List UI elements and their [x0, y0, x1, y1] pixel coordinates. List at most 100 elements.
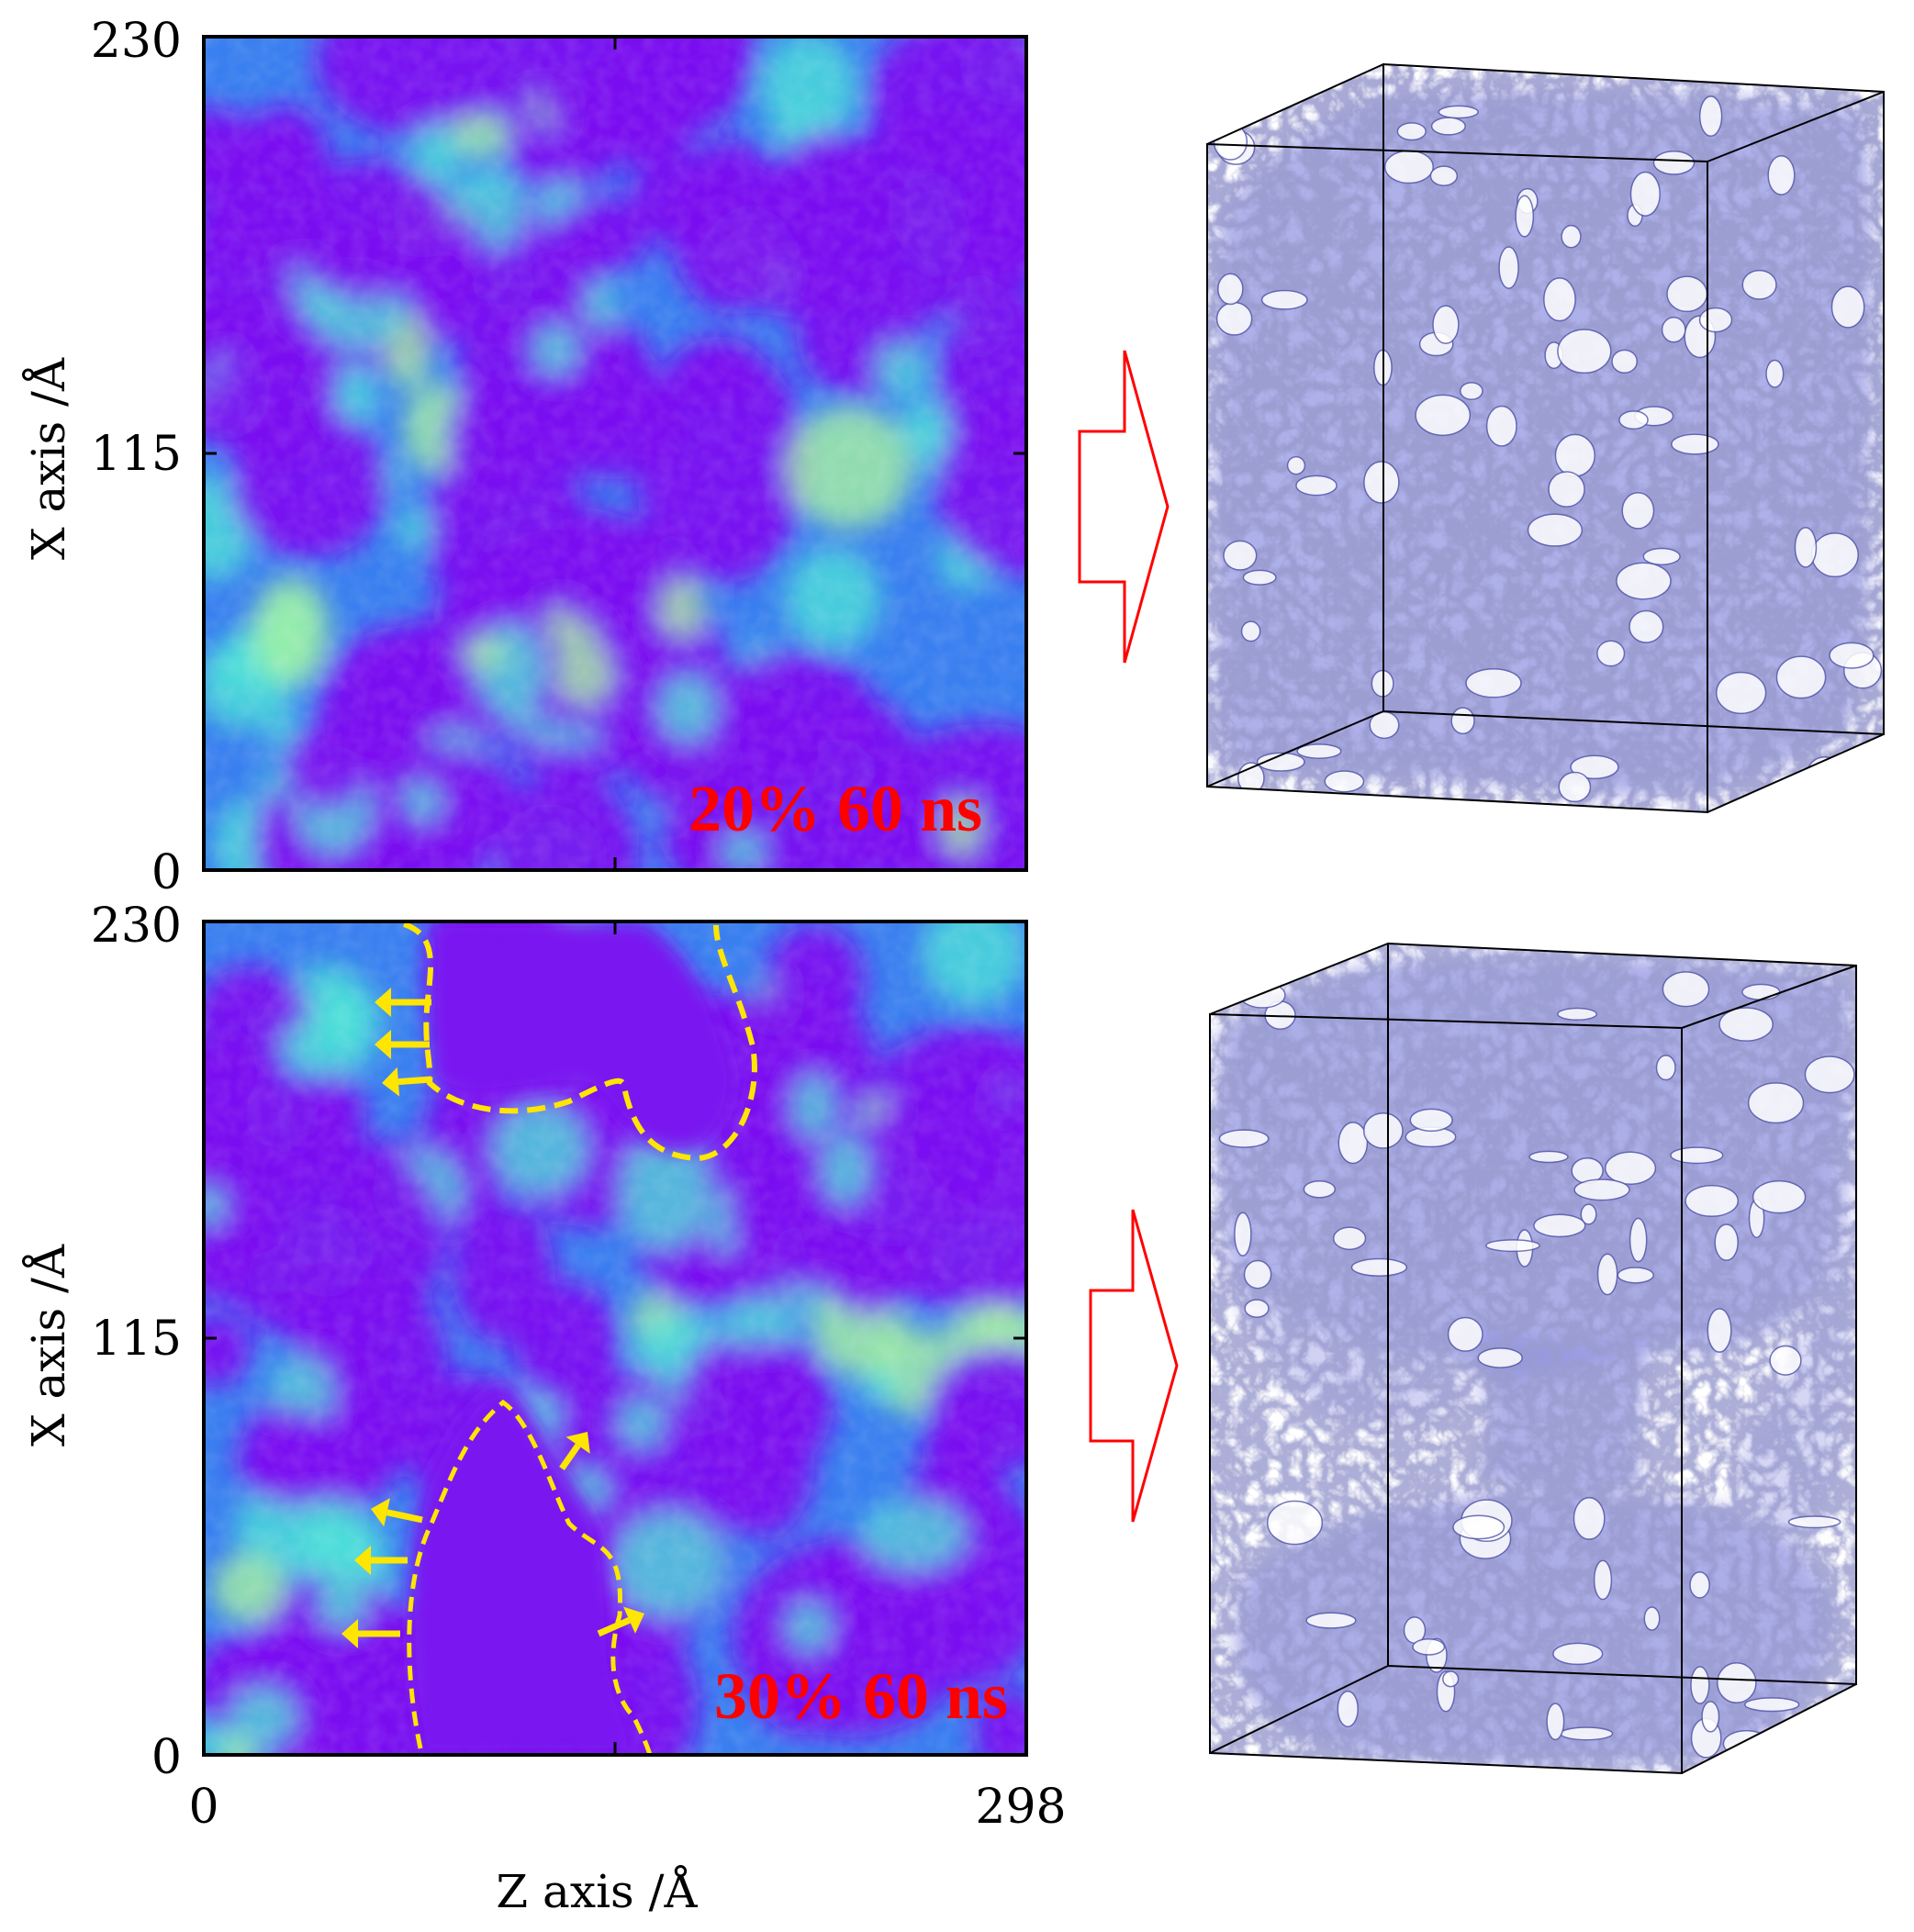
heatmap-1-ylabel: X axis /Å: [21, 357, 75, 560]
isosurface-2-hole: [1218, 1129, 1270, 1148]
isosurface-1-hole: [1616, 562, 1672, 600]
isosurface-1-hole: [1260, 289, 1308, 310]
isosurface-1-hole: [1286, 455, 1306, 475]
expansion-arrow-head: [565, 1432, 590, 1454]
expansion-arrow-shaft: [597, 1617, 631, 1637]
heatmap-1-ytick-230: 230: [91, 14, 182, 69]
heatmap-2-ylabel: X axis /Å: [21, 1244, 75, 1446]
isosurface-1-hole: [1543, 277, 1576, 322]
isosurface-1-hole: [1618, 410, 1649, 430]
expansion-arrow-head: [354, 1546, 371, 1575]
heatmap-1-ytick-115: 115: [91, 427, 182, 482]
isosurface-2-hole: [1243, 1259, 1272, 1290]
isosurface-2-hole: [1662, 971, 1710, 1008]
isosurface-1-hole: [1652, 151, 1696, 175]
expansion-arrow-shaft: [559, 1443, 581, 1471]
isosurface-1-hole: [1515, 195, 1535, 238]
isosurface-2-hole: [1447, 1316, 1483, 1352]
isosurface-1-hole: [1432, 305, 1460, 345]
isosurface-2-hole: [1604, 1151, 1657, 1186]
isosurface-1-hole: [1485, 405, 1517, 447]
bounding-box-2: [1209, 942, 1857, 1775]
isosurface-2-hole: [1412, 1637, 1446, 1656]
isosurface-2-hole: [1546, 1703, 1565, 1741]
heatmap-1-annotation: 20% 60 ns: [688, 772, 982, 845]
isosurface-2-hole: [1716, 1661, 1757, 1704]
isosurface-2-hole: [1596, 1253, 1618, 1296]
isosurface-1-hole: [1429, 165, 1459, 186]
expansion-arrow-head: [623, 1606, 644, 1634]
isosurface-2-hole: [1303, 1179, 1337, 1199]
isosurface-1-hole: [1621, 492, 1655, 530]
isosurface-1-hole: [1561, 224, 1582, 249]
arrow-right-bottom: [1089, 1209, 1179, 1523]
isosurface-1-hole: [1240, 620, 1261, 642]
heatmap-panel-30pct: 30% 60 ns 230 115 0 0 298 X axis /Å Z ax…: [21, 899, 1067, 1918]
heatmap-2-annotation: 30% 60 ns: [714, 1659, 1008, 1733]
isosurface-1-hole: [1629, 171, 1662, 217]
isosurface-2-hole: [1528, 1150, 1569, 1164]
arrow-right-top: [1078, 350, 1170, 664]
isosurface-2-hole: [1769, 1345, 1802, 1376]
isosurface-2-hole: [1747, 1082, 1805, 1124]
isosurface-2-hole: [1580, 1203, 1597, 1225]
isosurface-2-hole: [1689, 1570, 1710, 1599]
isosurface-1-hole: [1806, 755, 1844, 793]
isosurface-2-hole: [1752, 1179, 1807, 1214]
isosurface-1-hole: [1396, 122, 1427, 141]
isosurface-2-hole: [1452, 1514, 1505, 1540]
isosurface-2-hole: [1305, 1612, 1357, 1629]
isosurface-2-hole: [1533, 1213, 1586, 1238]
isosurface-1-hole: [1794, 527, 1818, 568]
heatmap-2-ytick-0: 0: [151, 1730, 182, 1785]
expansion-arrows: [341, 988, 644, 1648]
bounding-box-1: [1206, 62, 1885, 814]
isosurface-2-hole: [1714, 1223, 1740, 1262]
isosurface-1-hole: [1215, 301, 1253, 336]
isosurface-2-hole: [1655, 1055, 1676, 1081]
isosurface-1-hole: [1548, 471, 1585, 508]
isosurface-1-hole: [1223, 540, 1258, 571]
isosurface-2-hole: [1643, 1606, 1661, 1631]
isosurface-1-hole: [1629, 609, 1664, 643]
heatmap-2-xtick-0: 0: [188, 1780, 218, 1835]
expansion-arrow-shaft: [397, 1076, 432, 1086]
isosurface-1-hole: [1775, 655, 1827, 699]
isosurface-2-hole: [1442, 1670, 1460, 1688]
isosurface-render-30pct: [1209, 942, 1857, 1775]
isosurface-2-hole: [1409, 1108, 1453, 1133]
isosurface-2-hole: [1362, 1112, 1404, 1149]
isosurface-2-hole: [1332, 1226, 1367, 1251]
isosurface-2-hole: [1560, 1726, 1614, 1741]
void-region-top: [431, 921, 734, 1152]
boundary-curve-top-left: [402, 921, 757, 1162]
isosurface-2-hole: [1485, 1239, 1540, 1253]
isosurface-1-hole: [1829, 642, 1875, 669]
isosurface-1-hole: [1810, 532, 1859, 578]
isosurface-1-hole: [1459, 382, 1483, 401]
expansion-arrow-shaft: [386, 1509, 423, 1524]
isosurface-1-hole: [1671, 433, 1719, 455]
isosurface-1-hole: [1296, 743, 1342, 759]
isosurface-1-hole: [1438, 105, 1479, 119]
isosurface-1-hole: [1415, 394, 1472, 437]
isosurface-1-hole: [1666, 275, 1708, 313]
isosurface-1-hole: [1767, 154, 1796, 195]
isosurface-2-hole: [1573, 1178, 1630, 1201]
isosurface-2-hole: [1337, 1690, 1359, 1728]
isosurface-2-hole: [1741, 983, 1781, 1001]
isosurface-2-hole: [1722, 1729, 1771, 1758]
isosurface-1-hole: [1830, 285, 1865, 329]
isosurface-1-hole: [1465, 667, 1522, 698]
isosurface-1-hole: [1765, 359, 1785, 388]
isosurface-1-texture: [1207, 64, 1884, 812]
isosurface-1-hole: [1715, 671, 1767, 715]
isosurface-1-hole: [1430, 117, 1466, 136]
isosurface-2-hole: [1787, 1515, 1841, 1529]
isosurface-1-hole: [1217, 273, 1244, 306]
isosurface-1-hole: [1256, 752, 1305, 772]
isosurface-2-hole: [1593, 1559, 1613, 1601]
isosurface-2-hole: [1743, 1697, 1800, 1713]
isosurface-1-hole: [1642, 547, 1681, 566]
